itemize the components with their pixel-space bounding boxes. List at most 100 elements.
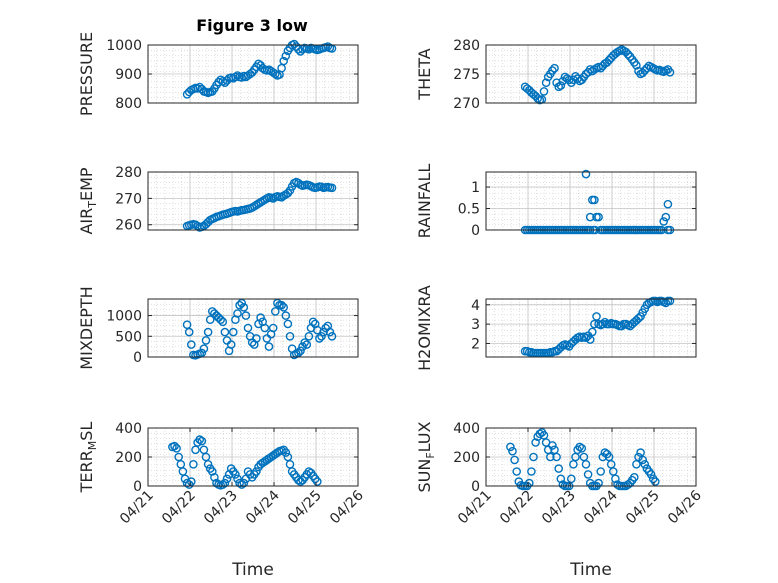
- y-tick-label: 0: [133, 350, 142, 366]
- data-point: [231, 72, 240, 82]
- y-ticks: 0 200 400: [115, 421, 358, 495]
- y-ticks: 800 900 1000: [106, 38, 358, 112]
- data-point: [617, 321, 627, 331]
- data-point: [558, 76, 568, 86]
- data-point: [300, 338, 310, 347]
- data-point: [663, 199, 673, 209]
- data-point: [508, 446, 517, 456]
- data-point: [640, 459, 650, 469]
- data-point: [529, 452, 538, 462]
- data-point: [218, 480, 228, 489]
- data-point: [594, 478, 603, 488]
- subplot-2: 270 275 280 THETA: [415, 38, 697, 112]
- data-point: [312, 477, 322, 486]
- data-point: [600, 317, 610, 327]
- data-point: [304, 45, 314, 54]
- data-point: [226, 340, 236, 349]
- y-axis-label: TERRMSL: [77, 422, 99, 494]
- data-point: [182, 478, 192, 488]
- data-point: [308, 317, 318, 327]
- data-point: [304, 331, 314, 341]
- data-point: [289, 39, 299, 49]
- data-point: [256, 313, 265, 322]
- y-tick-label: 0: [471, 479, 480, 495]
- data-point: [661, 212, 671, 222]
- data-point: [585, 335, 595, 344]
- data-point: [640, 66, 650, 75]
- data-point: [184, 327, 194, 337]
- x-tick-label: 04/23: [539, 488, 579, 528]
- figure-title: Figure 3 low: [196, 16, 308, 35]
- data-point: [281, 311, 291, 320]
- grid: [148, 299, 358, 358]
- data-point: [585, 212, 595, 222]
- data-point: [302, 340, 312, 349]
- data-point: [611, 474, 620, 484]
- data-point: [581, 333, 591, 343]
- axes-box: [147, 171, 359, 231]
- y-axis-label: RAINFALL: [415, 164, 434, 239]
- y-tick-label: 275: [453, 67, 480, 83]
- axes-box: [485, 171, 697, 231]
- data-point: [548, 441, 557, 450]
- data-point: [279, 302, 289, 312]
- y-tick-label: 2: [471, 336, 480, 352]
- data-point: [207, 467, 217, 476]
- data-point: [642, 63, 652, 73]
- x-tick-label: 04/23: [201, 488, 241, 528]
- data-point: [279, 56, 289, 66]
- data-point: [203, 327, 213, 337]
- data-point: [197, 436, 207, 446]
- data-point: [546, 452, 555, 462]
- data-point: [581, 169, 591, 179]
- data-point: [646, 470, 656, 479]
- y-tick-label: 1000: [106, 309, 142, 325]
- data-point: [596, 63, 606, 73]
- y-tick-label: 280: [115, 165, 142, 181]
- y-axis-label: MIXDEPTH: [77, 286, 96, 369]
- data-point: [270, 307, 280, 316]
- data-point: [638, 455, 648, 465]
- data-point: [239, 302, 249, 312]
- y-tick-label: 900: [115, 67, 142, 83]
- data-point: [327, 183, 337, 193]
- data-point: [325, 327, 335, 337]
- data-point: [623, 50, 633, 59]
- data-point: [592, 312, 601, 321]
- y-tick-label: 400: [453, 421, 480, 437]
- x-tick-label: 04/26: [665, 487, 705, 527]
- data-point: [588, 327, 597, 337]
- y-tick-label: 500: [115, 329, 142, 345]
- data-point: [172, 443, 181, 453]
- data-point: [590, 319, 599, 329]
- data-point: [252, 467, 261, 476]
- y-tick-label: 0: [133, 479, 142, 495]
- data-point: [218, 317, 228, 327]
- data-point: [535, 429, 545, 439]
- data-point: [596, 467, 606, 476]
- y-tick-label: 260: [115, 218, 142, 234]
- data-point: [525, 478, 534, 488]
- data-point: [231, 470, 240, 479]
- data-point: [571, 72, 580, 81]
- data-point: [199, 344, 209, 354]
- data-point: [270, 69, 280, 79]
- y-tick-label: 200: [115, 450, 142, 466]
- data-point: [323, 42, 333, 51]
- subplot-6: 2 3 4 H2OMIXRA: [415, 285, 697, 371]
- data-point: [235, 300, 244, 310]
- data-point: [651, 477, 660, 486]
- data-points: [168, 435, 322, 490]
- data-point: [510, 455, 519, 465]
- y-tick-label: 280: [453, 38, 480, 54]
- data-point: [186, 477, 196, 486]
- data-point: [556, 81, 566, 90]
- data-point: [552, 452, 561, 462]
- data-point: [567, 474, 576, 484]
- x-tick-label: 04/24: [243, 487, 283, 527]
- data-point: [205, 315, 215, 325]
- y-axis-label: SUNFLUX: [415, 421, 437, 492]
- data-point: [220, 327, 230, 337]
